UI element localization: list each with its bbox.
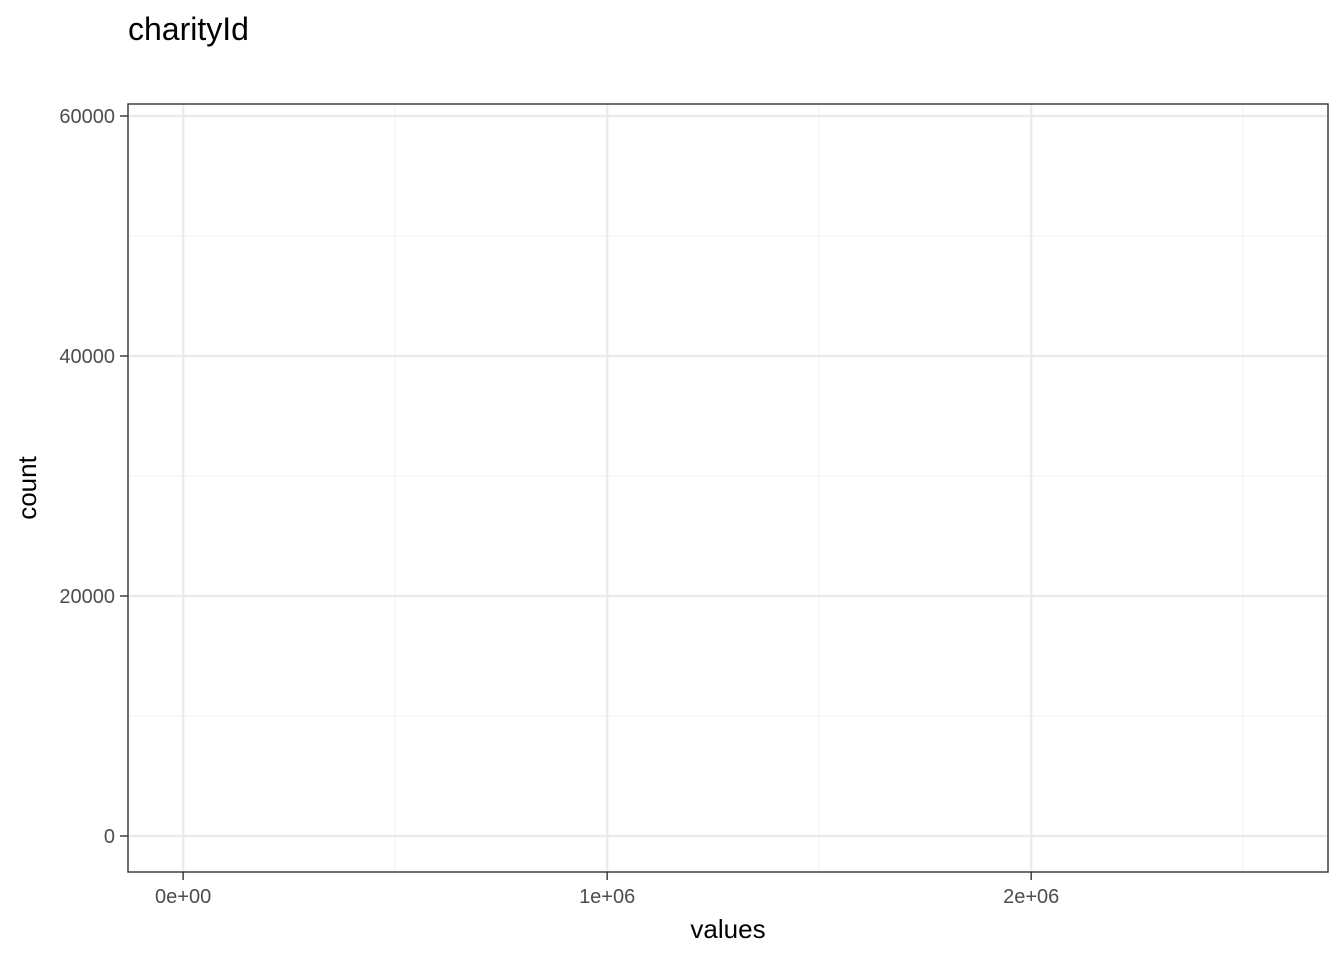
chart-title: charityId (128, 11, 249, 47)
plot-panel (127, 103, 1329, 873)
y-tick-label: 20000 (59, 586, 115, 608)
y-tick-label: 40000 (59, 346, 115, 368)
y-tick-label: 0 (104, 826, 115, 848)
major-gridlines (128, 104, 1328, 872)
y-tick-label: 60000 (59, 106, 115, 128)
y-axis-label: count (12, 455, 42, 519)
x-tick-label: 2e+06 (1003, 886, 1059, 908)
y-axis: 0 20000 40000 60000 (59, 106, 128, 848)
x-axis-label: values (690, 914, 765, 944)
x-tick-label: 1e+06 (579, 886, 635, 908)
x-tick-label: 0e+00 (155, 886, 211, 908)
minor-gridlines (128, 104, 1328, 872)
panel-border (127, 103, 1329, 873)
x-axis: 0e+00 1e+06 2e+06 (155, 872, 1059, 908)
